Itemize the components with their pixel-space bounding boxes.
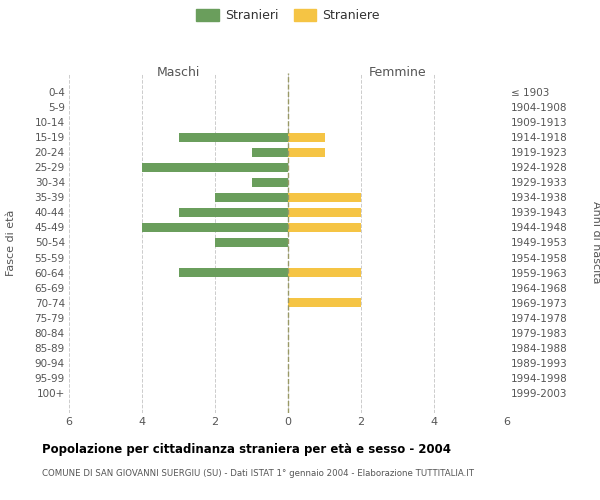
Text: Maschi: Maschi bbox=[157, 66, 200, 79]
Text: Fasce di età: Fasce di età bbox=[6, 210, 16, 276]
Bar bbox=[288, 148, 325, 157]
Bar bbox=[179, 133, 288, 142]
Bar bbox=[215, 193, 288, 202]
Text: COMUNE DI SAN GIOVANNI SUERGIU (SU) - Dati ISTAT 1° gennaio 2004 - Elaborazione : COMUNE DI SAN GIOVANNI SUERGIU (SU) - Da… bbox=[42, 469, 474, 478]
Bar bbox=[288, 133, 325, 142]
Bar bbox=[142, 223, 288, 232]
Bar bbox=[288, 223, 361, 232]
Text: Popolazione per cittadinanza straniera per età e sesso - 2004: Popolazione per cittadinanza straniera p… bbox=[42, 442, 451, 456]
Bar bbox=[215, 238, 288, 247]
Bar bbox=[288, 208, 361, 217]
Bar bbox=[179, 208, 288, 217]
Bar bbox=[251, 178, 288, 187]
Bar bbox=[142, 163, 288, 172]
Bar bbox=[251, 148, 288, 157]
Bar bbox=[179, 268, 288, 277]
Text: Anni di nascita: Anni di nascita bbox=[591, 201, 600, 284]
Text: Femmine: Femmine bbox=[368, 66, 427, 79]
Bar bbox=[288, 193, 361, 202]
Legend: Stranieri, Straniere: Stranieri, Straniere bbox=[191, 4, 385, 27]
Bar bbox=[288, 268, 361, 277]
Bar bbox=[288, 298, 361, 307]
